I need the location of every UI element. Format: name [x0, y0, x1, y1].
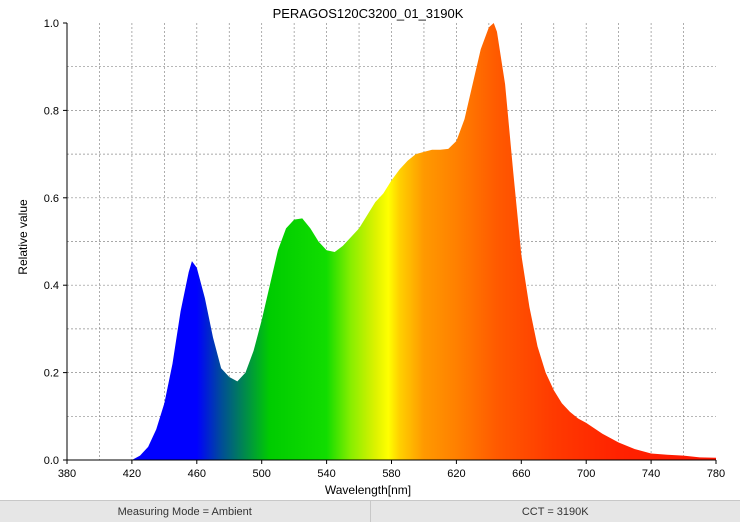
x-tick-label: 580	[382, 468, 400, 480]
x-tick-label: 460	[188, 468, 206, 480]
y-tick-label: 0.0	[44, 455, 59, 467]
y-tick-label: 0.6	[44, 193, 59, 205]
x-tick-label: 700	[577, 468, 595, 480]
x-tick-label: 740	[642, 468, 660, 480]
measuring-mode-status: Measuring Mode = Ambient	[0, 501, 371, 522]
x-tick-label: 660	[512, 468, 530, 480]
x-tick-label: 540	[317, 468, 335, 480]
y-tick-label: 0.4	[44, 280, 59, 292]
status-footer: Measuring Mode = Ambient CCT = 3190K	[0, 500, 740, 522]
spectrum-chart: PERAGOS120C3200_01_3190K 380 420 460 500 540…	[0, 0, 740, 500]
cct-status: CCT = 3190K	[371, 501, 740, 522]
y-axis-label: Relative value	[16, 199, 30, 275]
x-tick-label: 500	[253, 468, 271, 480]
y-tick-label: 1.0	[44, 18, 59, 30]
x-tick-label: 780	[707, 468, 725, 480]
chart-title: PERAGOS120C3200_01_3190K	[273, 6, 464, 21]
x-axis-label: Wavelength[nm]	[325, 483, 411, 497]
y-tick-label: 0.2	[44, 368, 59, 380]
x-tick-label: 420	[123, 468, 141, 480]
y-tick-label: 0.8	[44, 105, 59, 117]
x-tick-label: 380	[58, 468, 76, 480]
x-tick-label: 620	[447, 468, 465, 480]
